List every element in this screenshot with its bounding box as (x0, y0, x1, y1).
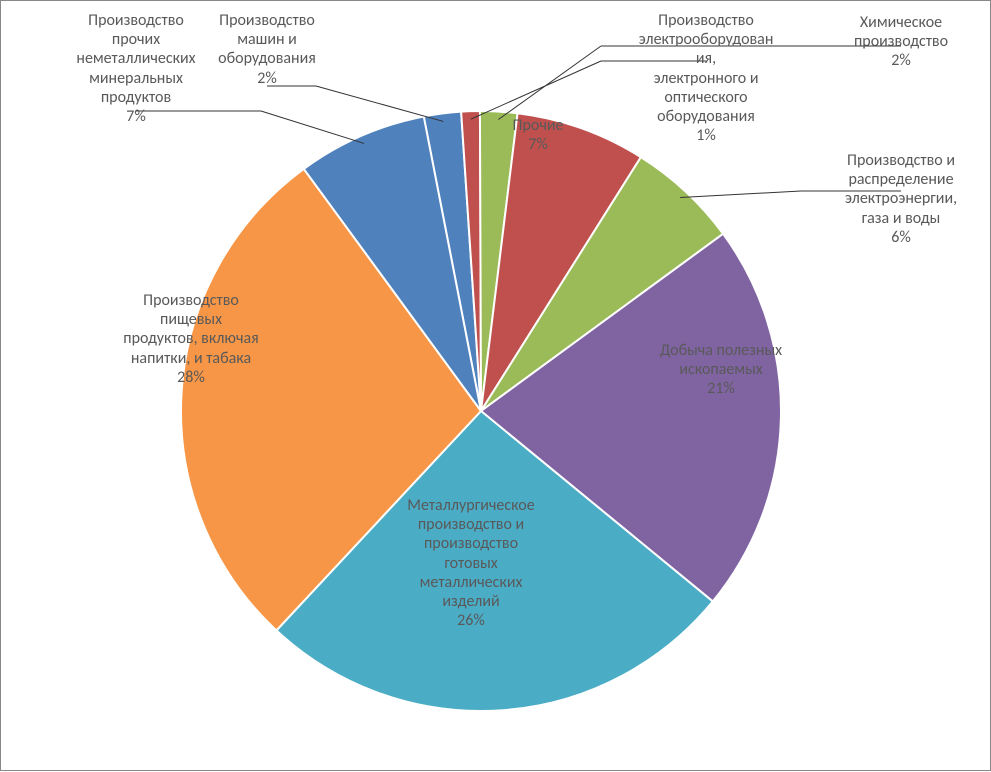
leader-line (498, 46, 601, 120)
leader-line (471, 61, 601, 119)
leader-line (316, 86, 443, 121)
pie-chart-svg (1, 1, 991, 772)
leader-line (680, 191, 801, 197)
pie-chart-frame: Производство машин и оборудования 2%Прои… (0, 0, 991, 771)
leader-line (261, 111, 364, 143)
